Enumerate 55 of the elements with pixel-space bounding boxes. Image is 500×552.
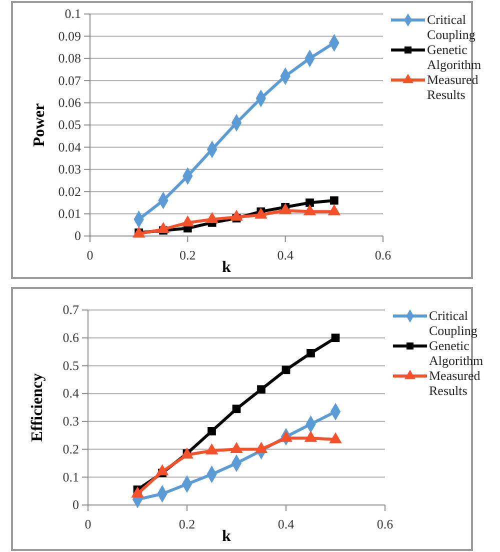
y-tick-label: 0.1 [64,6,81,22]
y-tick-label: 0.03 [58,162,81,177]
y-tick-label: 0.01 [58,206,81,221]
y-tick-label: 0.02 [58,184,81,199]
y-tick-label: 0.7 [62,302,80,318]
y-tick-label: 0.09 [58,28,81,44]
x-tick-label: 0.2 [180,247,196,262]
point [306,198,314,207]
legend-label: Critical Coupling [427,12,476,42]
point [330,196,338,205]
x-tick-label: 0.4 [277,247,294,262]
y-tick-label: 0.4 [62,386,80,401]
x-tick-label: 0 [86,247,94,262]
y-tick-label: 0.08 [58,50,81,66]
point [181,215,194,226]
point [278,203,292,214]
y-axis-title: Power [31,103,48,147]
x-tick-label: 0.6 [374,247,392,262]
legend-label: Genetic Algorithm [427,42,482,72]
point [208,426,216,436]
y-axis-title: Efficiency [29,373,46,442]
legend-label: Measured Results [427,72,479,102]
x-tick-label: 0.6 [376,516,394,532]
point [303,204,316,216]
x-axis-title: k [222,259,232,276]
point [328,204,341,216]
point [282,366,290,374]
point [254,208,268,219]
y-tick-label: 0.3 [62,414,79,429]
point [306,348,315,358]
y-tick-label: 0.04 [58,139,82,154]
x-tick-label: 0 [84,516,92,532]
y-tick-label: 0 [72,497,79,512]
point [257,385,266,394]
point [156,222,170,234]
legend-label: Measured Results [429,368,481,398]
point [331,334,340,342]
x-tick-label: 0.2 [178,516,196,532]
y-tick-label: 0 [74,228,81,244]
point [132,226,146,238]
y-tick-label: 0.2 [62,441,79,456]
x-axis-title: k [222,528,232,545]
legend-label: Genetic Algorithm [429,338,484,368]
y-tick-label: 0.5 [62,358,79,373]
point [206,212,218,224]
y-tick-label: 0.1 [62,469,79,484]
legend-label: Critical Coupling [429,308,478,338]
point [131,486,144,498]
point [230,210,243,221]
y-tick-label: 0.07 [58,72,82,88]
x-tick-label: 0.4 [278,516,295,532]
y-tick-label: 0.06 [58,94,82,110]
y-tick-label: 0.6 [62,330,80,346]
point [232,404,241,414]
y-tick-label: 0.05 [58,117,81,132]
